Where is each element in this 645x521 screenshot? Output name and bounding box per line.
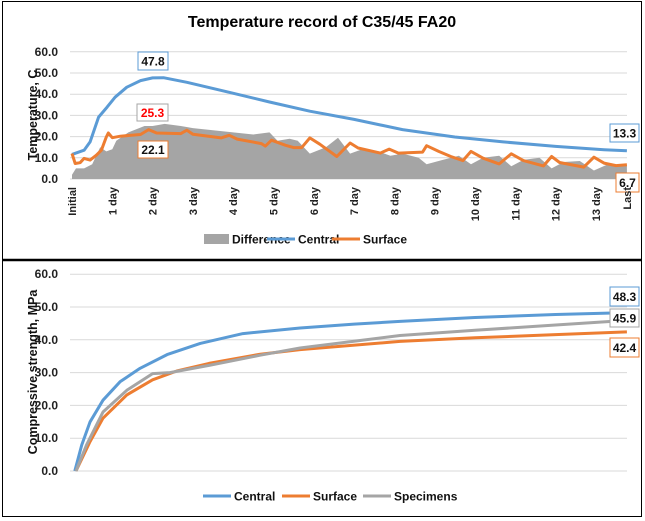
chart-frame-bottom	[2, 260, 642, 517]
x-tick-label: 9 day	[430, 186, 442, 215]
data-label-box	[609, 308, 640, 328]
y-axis-title: Compressive strength, MPa	[26, 289, 40, 455]
y-axis-title: Temperature, C	[26, 70, 40, 161]
x-tick-label: 13 day	[591, 186, 603, 221]
data-label-box	[615, 172, 640, 193]
y-tick-label: 20.0	[35, 398, 59, 412]
data-label: 48.3	[613, 290, 637, 304]
legend-label-central: Central	[234, 490, 275, 504]
data-label: 22.1	[141, 143, 165, 157]
series-line-central	[73, 311, 627, 472]
y-tick-label: 10.0	[35, 151, 59, 165]
y-tick-label: 0.0	[41, 464, 58, 478]
legend-label-specimens: Specimens	[394, 490, 458, 504]
x-tick-label: 11 day	[510, 186, 522, 221]
data-label: 42.4	[613, 341, 637, 355]
data-label-box	[137, 51, 169, 71]
data-label-box	[137, 140, 169, 159]
strength-chart: 0.0 10.0 20.0 30.0 40.0 50.0 60.0 Compressive s…	[26, 267, 640, 504]
legend-swatch-difference	[204, 234, 229, 244]
y-tick-label: 40.0	[35, 333, 59, 347]
series-line-surface	[70, 128, 628, 169]
y-tick-label: 60.0	[35, 267, 59, 281]
legend-label-surface: Surface	[363, 233, 407, 247]
chart-title: Temperature record of C35/45 FA20	[188, 14, 456, 31]
data-label-box	[609, 286, 640, 307]
series-line-central	[71, 76, 627, 156]
x-tick-label: 3 day	[188, 186, 200, 215]
series-line-specimens	[74, 318, 627, 472]
x-tick-label: 1 day	[107, 186, 119, 215]
x-tick-label: 6 day	[309, 186, 321, 215]
data-label-box	[609, 337, 640, 358]
temperature-chart: 0.0 10.0 20.0 30.0 40.0 50.0 60.0 Temperature, …	[26, 45, 640, 247]
y-tick-label: 0.0	[41, 172, 58, 186]
data-label: 47.8	[141, 55, 165, 69]
x-tick-label: 5 day	[269, 186, 281, 215]
legend-label-surface: Surface	[313, 490, 357, 504]
chart-frame-top	[2, 1, 642, 261]
x-tick-label: 7 day	[349, 186, 361, 215]
y-tick-label: 20.0	[35, 130, 59, 144]
y-tick-label: 30.0	[35, 366, 59, 380]
data-label: 25.3	[141, 106, 165, 120]
y-tick-label: 50.0	[35, 300, 59, 314]
data-label-box	[609, 123, 640, 143]
data-label: 13.3	[613, 127, 637, 141]
data-label: 6.7	[619, 176, 636, 190]
x-tick-label: Initial	[67, 187, 79, 216]
legend-label-difference: Difference	[232, 233, 291, 247]
y-tick-label: 30.0	[35, 108, 59, 122]
x-tick-label: Last	[622, 187, 634, 210]
series-line-surface	[74, 330, 627, 472]
y-tick-label: 60.0	[35, 45, 59, 59]
data-label-box	[136, 103, 169, 122]
legend-label-central: Central	[298, 233, 339, 247]
x-tick-label: 2 day	[148, 186, 160, 215]
x-tick-label: 10 day	[470, 186, 482, 221]
y-tick-label: 50.0	[35, 66, 59, 80]
x-tick-label: 4 day	[228, 186, 240, 215]
data-label: 45.9	[613, 312, 637, 326]
y-tick-label: 10.0	[35, 431, 59, 445]
x-tick-label: 8 day	[389, 186, 401, 215]
x-tick-label: 12 day	[551, 186, 563, 221]
y-tick-label: 40.0	[35, 87, 59, 101]
